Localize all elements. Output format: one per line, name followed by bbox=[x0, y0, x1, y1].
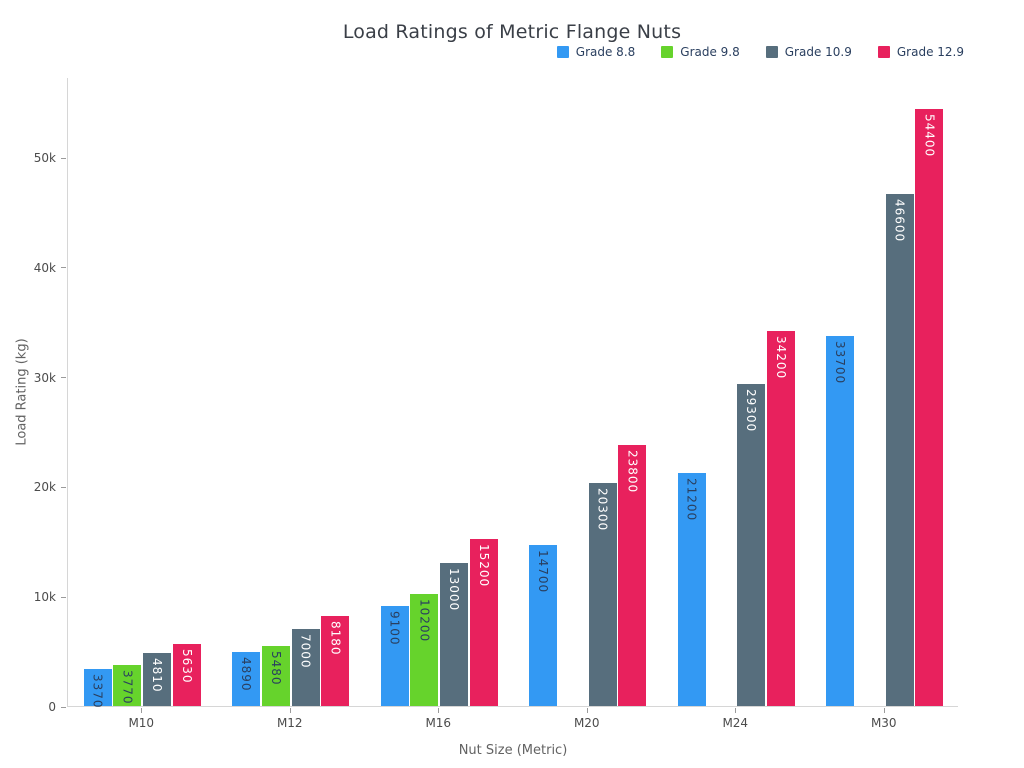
bar-value-label: 3370 bbox=[90, 674, 105, 709]
bar-value-label: 3770 bbox=[120, 669, 135, 705]
y-tick-label: 20k bbox=[33, 480, 56, 495]
legend-label: Grade 12.9 bbox=[896, 45, 964, 59]
x-tick-label-m20: M20 bbox=[573, 716, 600, 730]
bar-m20-grade-12-9[interactable]: 23800 bbox=[618, 444, 647, 706]
x-tick-label-m16: M16 bbox=[425, 716, 452, 730]
y-tick-mark bbox=[61, 596, 66, 598]
bar-m16-grade-8-8[interactable]: 9100 bbox=[380, 606, 409, 706]
bar-value-label: 20300 bbox=[595, 488, 610, 532]
legend-item-grade-9-8[interactable]: Grade 9.8 bbox=[661, 45, 740, 59]
legend-item-grade-12-9[interactable]: Grade 12.9 bbox=[877, 45, 964, 59]
legend: Grade 8.8 Grade 9.8 Grade 10.9 Grade 12.9 bbox=[556, 45, 964, 59]
bar-m16-grade-12-9[interactable]: 15200 bbox=[469, 539, 498, 706]
bar-value-label: 9100 bbox=[387, 611, 402, 646]
bar-value-label: 29300 bbox=[744, 389, 759, 433]
bar-value-label: 4810 bbox=[150, 658, 165, 693]
x-tick-label-m12: M12 bbox=[276, 716, 303, 730]
legend-label: Grade 9.8 bbox=[680, 45, 740, 59]
y-tick-mark bbox=[61, 486, 66, 488]
bar-value-label: 13000 bbox=[447, 568, 462, 612]
x-tick-mark bbox=[141, 708, 143, 713]
legend-item-grade-10-9[interactable]: Grade 10.9 bbox=[765, 45, 852, 59]
y-tick-label: 40k bbox=[33, 260, 56, 275]
bar-m16-grade-9-8[interactable]: 10200 bbox=[410, 594, 439, 706]
x-tick-mark bbox=[438, 708, 440, 713]
bar-value-label: 46600 bbox=[892, 199, 907, 243]
bar-m30-grade-10-9[interactable]: 46600 bbox=[885, 194, 914, 706]
bar-m20-grade-8-8[interactable]: 14700 bbox=[529, 544, 558, 706]
legend-swatch-icon bbox=[877, 46, 890, 58]
bar-value-label: 14700 bbox=[536, 549, 551, 593]
bar-m12-grade-9-8[interactable]: 5480 bbox=[261, 645, 290, 706]
x-tick-mark bbox=[735, 708, 737, 713]
y-tick-label: 50k bbox=[33, 151, 56, 166]
y-axis-title: Load Rating (kg) bbox=[14, 338, 30, 446]
legend-swatch-icon bbox=[765, 46, 778, 58]
x-tick-label-m24: M24 bbox=[722, 716, 749, 730]
bar-m24-grade-10-9[interactable]: 29300 bbox=[737, 384, 766, 706]
y-tick-mark bbox=[61, 267, 66, 269]
plot-area: 3370 4890 9100 14700 21200 33700 3770 5480 10200… bbox=[67, 78, 958, 709]
x-tick-mark bbox=[883, 708, 885, 713]
legend-swatch-icon bbox=[661, 46, 674, 58]
bar-m10-grade-10-9[interactable]: 4810 bbox=[143, 653, 172, 706]
x-axis-title: Nut Size (Metric) bbox=[458, 743, 568, 758]
bar-value-label: 10200 bbox=[417, 599, 432, 643]
bar-m16-grade-10-9[interactable]: 13000 bbox=[440, 563, 469, 706]
bar-m10-grade-8-8[interactable]: 3370 bbox=[83, 669, 112, 709]
legend-item-grade-8-8[interactable]: Grade 8.8 bbox=[556, 45, 636, 59]
y-tick-label: 0 bbox=[48, 700, 56, 714]
bar-value-label: 8180 bbox=[328, 621, 343, 656]
y-tick-mark bbox=[61, 157, 66, 159]
legend-label: Grade 8.8 bbox=[575, 45, 636, 59]
bar-value-label: 33700 bbox=[833, 341, 848, 385]
bar-value-label: 5480 bbox=[268, 650, 283, 686]
x-tick-label-m10: M10 bbox=[128, 716, 155, 730]
chart-title: Load Ratings of Metric Flange Nuts bbox=[342, 21, 682, 43]
bar-value-label: 4890 bbox=[239, 657, 254, 692]
y-tick-mark bbox=[61, 706, 66, 708]
y-tick-label: 10k bbox=[33, 590, 56, 605]
bar-m12-grade-10-9[interactable]: 7000 bbox=[291, 629, 320, 706]
bar-m24-grade-8-8[interactable]: 21200 bbox=[677, 473, 706, 706]
bar-m12-grade-8-8[interactable]: 4890 bbox=[232, 652, 261, 706]
legend-label: Grade 10.9 bbox=[784, 45, 852, 59]
bar-value-label: 7000 bbox=[298, 634, 313, 669]
bar-m30-grade-12-9[interactable]: 54400 bbox=[915, 108, 944, 706]
bar-m10-grade-9-8[interactable]: 3770 bbox=[113, 664, 142, 706]
y-tick-mark bbox=[61, 377, 66, 379]
y-tick-label: 30k bbox=[33, 370, 56, 385]
bar-value-label: 5630 bbox=[179, 649, 194, 684]
bar-value-label: 54400 bbox=[922, 113, 937, 158]
bar-m30-grade-8-8[interactable]: 33700 bbox=[826, 336, 855, 706]
x-tick-label-m30: M30 bbox=[870, 716, 897, 730]
bar-m10-grade-12-9[interactable]: 5630 bbox=[172, 644, 201, 706]
bar-value-label: 23800 bbox=[625, 449, 640, 493]
bar-value-label: 15200 bbox=[476, 544, 491, 588]
legend-swatch-icon bbox=[556, 46, 569, 58]
bar-m20-grade-10-9[interactable]: 20300 bbox=[588, 483, 617, 706]
x-tick-mark bbox=[289, 708, 291, 713]
bar-m24-grade-12-9[interactable]: 34200 bbox=[766, 330, 795, 706]
bar-m12-grade-12-9[interactable]: 8180 bbox=[321, 616, 350, 706]
bar-value-label: 34200 bbox=[773, 335, 788, 379]
x-tick-mark bbox=[586, 708, 588, 713]
bar-value-label: 21200 bbox=[684, 478, 699, 522]
